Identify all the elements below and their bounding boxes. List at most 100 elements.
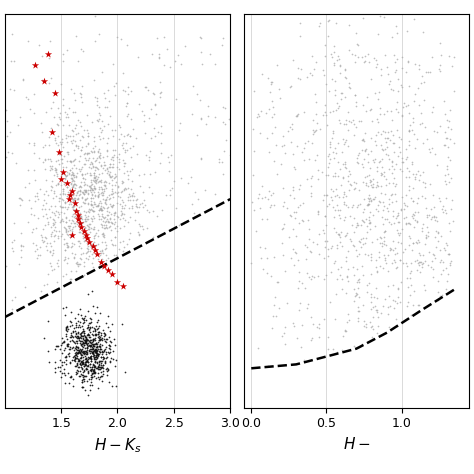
Point [363, 182, 370, 189]
Point [432, 244, 440, 251]
Point [401, 201, 409, 209]
Point [72, 172, 80, 180]
Point [414, 195, 421, 202]
Point [86, 338, 93, 346]
Point [373, 182, 381, 189]
Point [47, 125, 55, 132]
Point [55, 227, 63, 234]
Point [185, 179, 192, 187]
Point [449, 218, 457, 225]
Point [76, 239, 84, 247]
Point [417, 258, 425, 266]
Point [66, 188, 74, 195]
Point [63, 340, 70, 347]
Point [93, 94, 100, 102]
Point [16, 113, 24, 121]
Point [414, 301, 421, 309]
Point [109, 163, 116, 170]
Point [94, 384, 102, 392]
Point [108, 155, 115, 163]
Point [73, 343, 81, 350]
Point [64, 340, 72, 348]
Point [373, 268, 381, 276]
Point [275, 304, 283, 311]
Point [364, 281, 371, 289]
Point [83, 343, 91, 351]
Point [89, 349, 96, 356]
Point [441, 246, 448, 254]
Point [89, 190, 96, 198]
Point [63, 303, 70, 311]
Point [366, 225, 374, 232]
Point [68, 164, 75, 172]
Point [121, 217, 128, 224]
Point [63, 230, 71, 237]
Point [95, 192, 102, 200]
Point [16, 201, 24, 209]
Point [391, 58, 398, 65]
Point [172, 204, 180, 212]
X-axis label: $H - K_s$: $H - K_s$ [94, 436, 141, 455]
Point [82, 335, 90, 343]
Point [104, 217, 111, 224]
Point [76, 260, 83, 267]
Point [160, 61, 168, 69]
Point [94, 232, 101, 240]
Point [34, 192, 41, 200]
Point [77, 329, 85, 337]
Point [325, 345, 332, 353]
Point [93, 175, 101, 183]
Point [102, 336, 109, 343]
Point [128, 192, 136, 200]
Point [49, 221, 57, 228]
Point [386, 246, 394, 254]
Point [308, 52, 315, 60]
Point [80, 262, 88, 270]
Point [112, 173, 119, 180]
Point [248, 199, 256, 206]
Point [99, 361, 107, 369]
Point [290, 183, 297, 191]
Point [322, 80, 330, 87]
Point [91, 351, 98, 358]
Point [378, 155, 386, 163]
Point [73, 339, 81, 346]
Point [79, 249, 87, 257]
Point [135, 230, 143, 237]
Point [93, 117, 101, 124]
Point [71, 180, 78, 188]
Point [82, 350, 90, 358]
Point [88, 331, 96, 338]
Point [198, 60, 206, 68]
Point [81, 187, 89, 195]
Point [369, 195, 376, 203]
Point [66, 322, 74, 329]
Point [266, 89, 274, 96]
Point [220, 147, 228, 155]
Point [104, 312, 112, 319]
Point [54, 256, 61, 264]
Point [289, 226, 297, 233]
Point [74, 310, 82, 318]
Point [118, 180, 125, 187]
Point [55, 141, 62, 149]
Point [95, 343, 103, 350]
Point [98, 357, 105, 365]
Point [96, 348, 103, 356]
Point [73, 220, 81, 228]
Point [61, 246, 68, 254]
Point [410, 114, 417, 121]
Point [73, 173, 80, 181]
Point [60, 223, 67, 231]
Point [79, 219, 86, 227]
Point [60, 196, 67, 204]
Point [41, 156, 48, 164]
Point [92, 241, 100, 249]
Point [101, 245, 109, 253]
Point [113, 189, 120, 197]
Point [86, 228, 93, 236]
Point [84, 336, 92, 344]
Point [331, 91, 338, 99]
Point [446, 107, 454, 114]
Point [402, 191, 410, 199]
